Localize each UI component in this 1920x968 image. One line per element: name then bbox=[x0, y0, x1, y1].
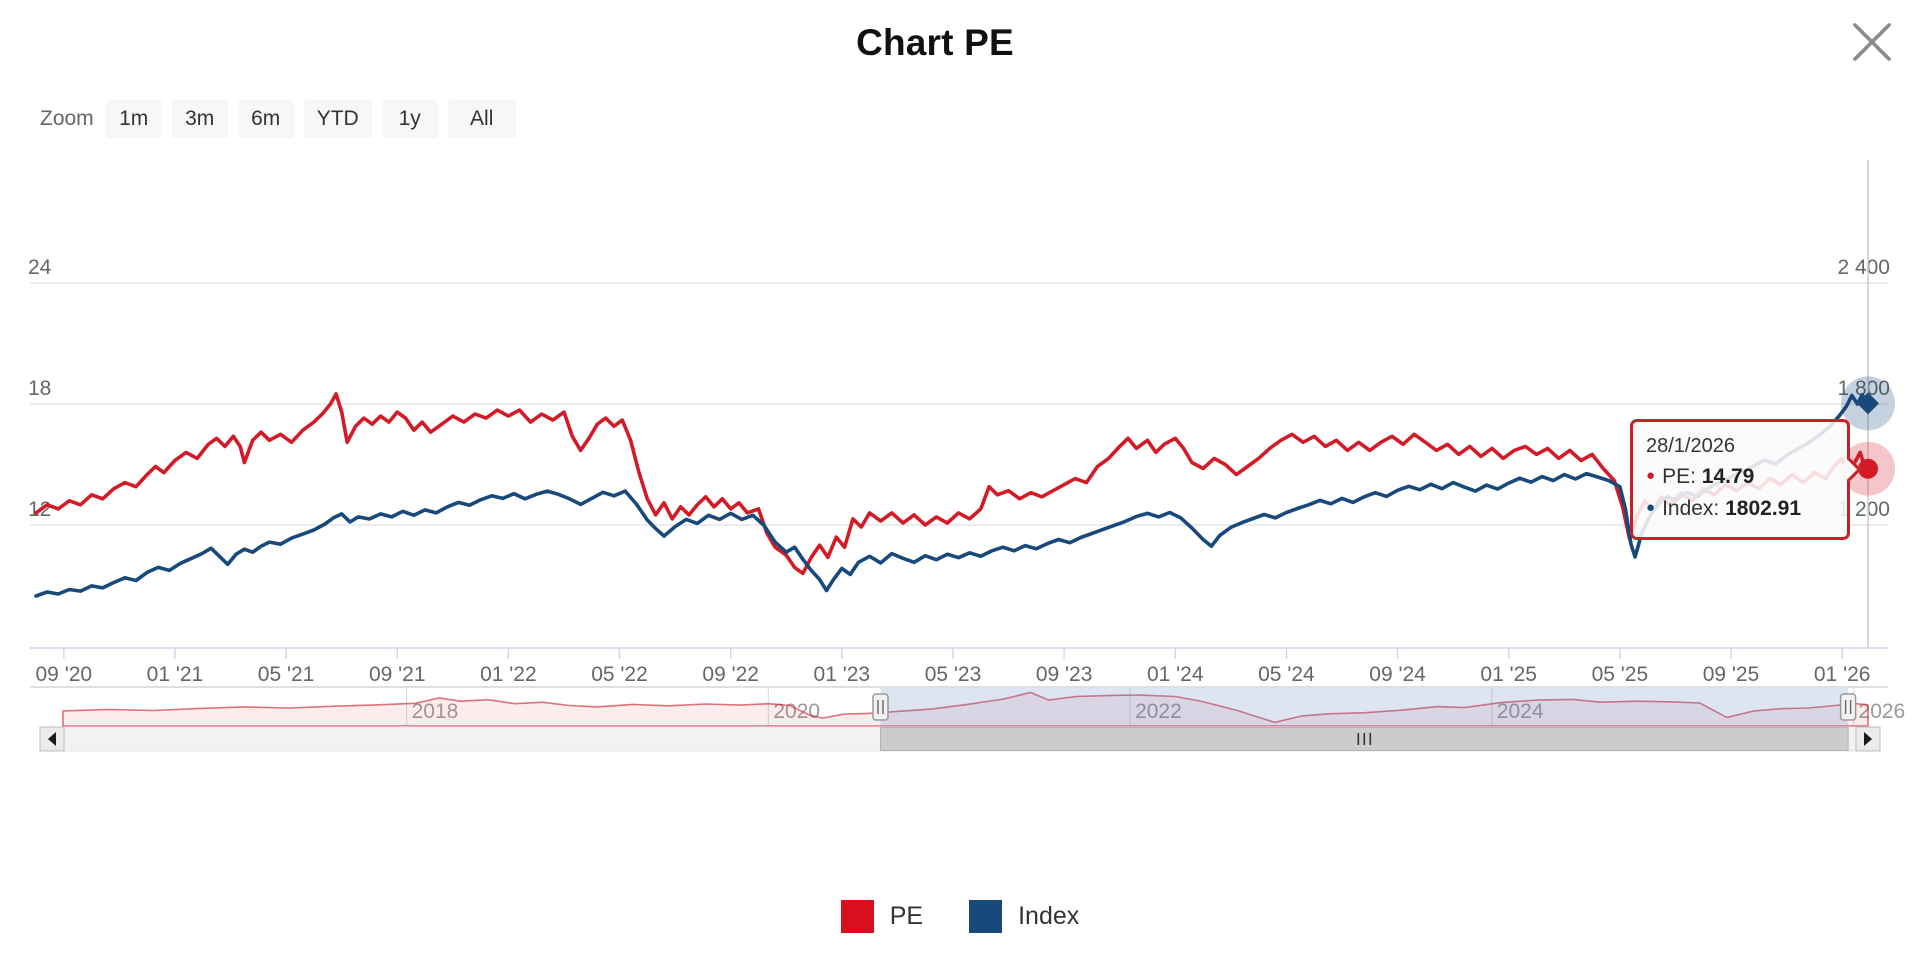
y-axis-left-label: 18 bbox=[28, 377, 51, 400]
page-title: Chart PE bbox=[856, 22, 1014, 63]
range-button-1m[interactable]: 1m bbox=[105, 100, 162, 138]
navigator-selected-mask[interactable] bbox=[880, 688, 1849, 726]
x-axis-label: 09 '21 bbox=[369, 663, 426, 686]
x-axis-label: 05 '21 bbox=[258, 663, 315, 686]
pe-bullet-icon: ● bbox=[1646, 467, 1656, 484]
x-axis-label: 05 '22 bbox=[591, 663, 648, 686]
index-legend-swatch bbox=[969, 900, 1003, 933]
x-axis-label: 09 '24 bbox=[1369, 663, 1426, 686]
range-button-1y[interactable]: 1y bbox=[381, 100, 438, 138]
range-button-3m[interactable]: 3m bbox=[171, 100, 228, 138]
navigator-year-label: 2018 bbox=[412, 700, 459, 723]
range-button-ytd[interactable]: YTD bbox=[303, 100, 372, 138]
x-axis-label: 09 '22 bbox=[702, 663, 759, 686]
legend-item-pe[interactable]: PE bbox=[840, 900, 924, 933]
x-axis-label: 01 '23 bbox=[814, 663, 871, 686]
chart-legend: PE Index bbox=[0, 900, 1920, 933]
x-axis-label: 05 '24 bbox=[1258, 663, 1315, 686]
range-button-all[interactable]: All bbox=[447, 100, 516, 138]
navigator-year-label: 2026 bbox=[1859, 700, 1906, 723]
range-selector: Zoom 1m 3m 6m YTD 1y All bbox=[40, 100, 526, 138]
tooltip-index-value: 1802.91 bbox=[1725, 497, 1802, 520]
tooltip-index-label: Index: bbox=[1662, 497, 1720, 520]
index-legend-label: Index bbox=[1018, 902, 1080, 930]
scrollbar-right-arrow-icon bbox=[1864, 732, 1872, 746]
pe-circle-marker bbox=[1858, 458, 1878, 479]
navigator-series bbox=[62, 691, 1869, 727]
scrollbar-left-button[interactable] bbox=[39, 726, 65, 752]
x-axis-label: 09 '25 bbox=[1703, 663, 1760, 686]
close-icon bbox=[1853, 23, 1891, 61]
series-line-pe bbox=[34, 392, 1870, 576]
series-line-index bbox=[34, 393, 1870, 598]
y-axis-left-label: 24 bbox=[28, 256, 52, 279]
x-axis-label: 09 '23 bbox=[1036, 663, 1093, 686]
tooltip-pe-value: 14.79 bbox=[1701, 465, 1755, 488]
index-bullet-icon: ● bbox=[1646, 499, 1656, 516]
y-axis-right-label: 1 200 bbox=[1837, 498, 1890, 521]
index-diamond-marker bbox=[1857, 392, 1879, 415]
x-axis-label: 01 '24 bbox=[1147, 663, 1204, 686]
x-axis-label: 09 '20 bbox=[36, 663, 93, 686]
pe-legend-label: PE bbox=[889, 902, 924, 930]
navigator-left-handle[interactable] bbox=[872, 693, 889, 721]
scrollbar-left-arrow-icon bbox=[48, 732, 56, 746]
tooltip-row-pe: ● PE: 14.79 bbox=[1646, 462, 1835, 494]
tooltip-pe-label: PE: bbox=[1662, 465, 1696, 488]
chart-tooltip: 28/1/2026 ● PE: 14.79 ● Index: 1802.91 bbox=[1630, 419, 1862, 540]
x-axis-label: 01 '22 bbox=[480, 663, 537, 686]
x-axis-label: 05 '25 bbox=[1592, 663, 1649, 686]
tooltip-row-index: ● Index: 1802.91 bbox=[1646, 494, 1835, 526]
y-axis-right-label: 1 800 bbox=[1837, 377, 1890, 400]
range-buttons-group: 1m 3m 6m YTD 1y All bbox=[105, 100, 526, 138]
x-axis-label: 01 '25 bbox=[1480, 663, 1537, 686]
navigator-year-label: 2024 bbox=[1497, 700, 1544, 723]
close-button[interactable] bbox=[1844, 14, 1900, 70]
x-axis-label: 01 '21 bbox=[147, 663, 204, 686]
x-axis-label: 05 '23 bbox=[925, 663, 982, 686]
y-axis-right-label: 2 400 bbox=[1837, 256, 1890, 279]
x-axis-label: 01 '26 bbox=[1814, 663, 1871, 686]
zoom-label: Zoom bbox=[40, 107, 94, 130]
pe-legend-swatch bbox=[840, 900, 874, 933]
navigator-year-label: 2022 bbox=[1135, 700, 1182, 723]
range-button-6m[interactable]: 6m bbox=[237, 100, 294, 138]
legend-item-index[interactable]: Index bbox=[969, 900, 1079, 933]
tooltip-date: 28/1/2026 bbox=[1646, 435, 1735, 457]
navigator-right-handle[interactable] bbox=[1839, 693, 1857, 721]
